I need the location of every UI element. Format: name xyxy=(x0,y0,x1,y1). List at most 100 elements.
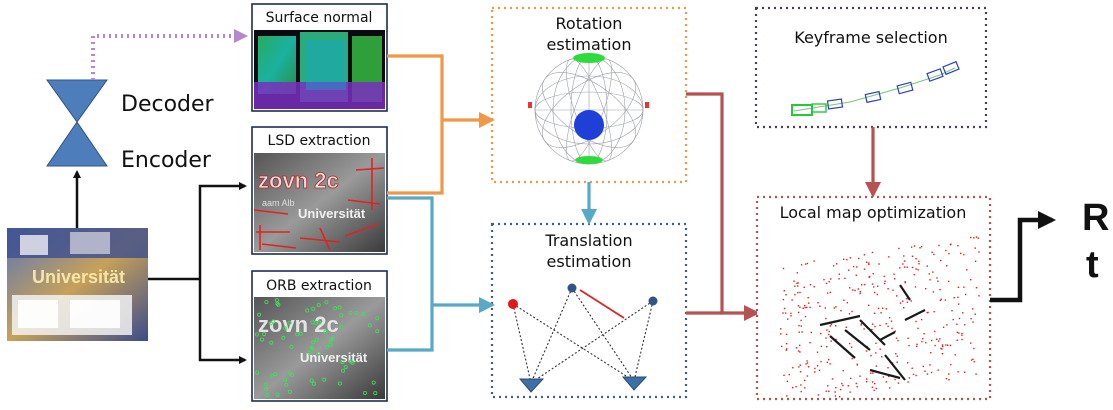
map-point xyxy=(926,373,929,375)
map-point xyxy=(940,298,942,300)
orb-keypoint xyxy=(324,300,329,305)
lsd-to-translation-arrow xyxy=(387,196,495,313)
map-point xyxy=(863,328,865,330)
gaussian-sphere-icon xyxy=(528,53,649,165)
map-point xyxy=(817,302,819,304)
map-point xyxy=(928,273,930,275)
map-point xyxy=(834,395,837,397)
orb-keypoint xyxy=(255,370,260,375)
map-point-cloud xyxy=(780,236,980,398)
map-point xyxy=(957,296,959,298)
map-point xyxy=(841,382,843,385)
hourglass-icon xyxy=(46,79,108,167)
map-point xyxy=(958,332,960,334)
map-point xyxy=(868,262,870,264)
map-point xyxy=(790,315,792,317)
orb-keypoint xyxy=(314,337,319,342)
map-point xyxy=(817,394,820,396)
map-point xyxy=(798,366,800,368)
map-point xyxy=(951,310,953,312)
orb-keypoint xyxy=(339,313,344,318)
map-point xyxy=(899,267,901,269)
orb-keypoint xyxy=(274,298,279,303)
lsd-university-text: Universität xyxy=(298,206,366,221)
map-point xyxy=(806,375,809,377)
map-point xyxy=(809,342,811,344)
map-point xyxy=(800,325,802,327)
orb-keypoint xyxy=(361,311,366,316)
map-point xyxy=(824,307,826,309)
map-point xyxy=(826,346,828,348)
map-point xyxy=(807,297,809,299)
orb-keypoint xyxy=(340,360,345,365)
map-point xyxy=(975,373,977,375)
map-point xyxy=(848,269,850,271)
map-point xyxy=(863,283,866,286)
map-point xyxy=(792,367,794,369)
map-point xyxy=(914,286,917,288)
map-point xyxy=(871,381,874,383)
map-point xyxy=(819,305,821,307)
map-point xyxy=(828,333,830,336)
map-point xyxy=(880,312,882,314)
map-point xyxy=(937,280,939,282)
map-point xyxy=(893,273,895,275)
map-point xyxy=(787,318,789,320)
map-point xyxy=(890,320,893,322)
map-point xyxy=(929,364,931,366)
map-point xyxy=(963,253,965,256)
translation-title-line1: Translation xyxy=(544,231,632,250)
orb-keypoint xyxy=(307,350,312,355)
map-point xyxy=(882,376,885,378)
map-point xyxy=(896,355,898,357)
orb-keypoint xyxy=(257,312,262,317)
map-point xyxy=(903,255,905,257)
map-point xyxy=(868,263,870,266)
orb-keypoint xyxy=(262,332,267,337)
orb-keypoint xyxy=(367,323,372,328)
map-point xyxy=(939,299,942,302)
map-point xyxy=(785,343,788,345)
map-point xyxy=(929,279,931,281)
map-point xyxy=(907,362,909,364)
map-point xyxy=(954,354,956,356)
orb-keypoint xyxy=(343,364,348,369)
map-point xyxy=(799,351,801,353)
map-point xyxy=(931,339,933,342)
orb-keypoint xyxy=(328,340,333,345)
map-point xyxy=(910,246,913,248)
map-point xyxy=(859,375,861,377)
map-point xyxy=(972,358,974,360)
rotation-title-line1: Rotation xyxy=(556,14,623,33)
map-point xyxy=(844,277,846,280)
map-point xyxy=(875,365,877,367)
map-point xyxy=(804,304,806,307)
map-point xyxy=(872,323,874,325)
map-point xyxy=(804,306,806,309)
map-point xyxy=(915,258,917,260)
map-point xyxy=(887,288,889,290)
map-point xyxy=(828,358,830,361)
orb-extraction-label: ORB extraction xyxy=(266,278,372,294)
map-point xyxy=(926,265,928,267)
orb-keypoint xyxy=(281,335,286,340)
map-point xyxy=(856,363,858,365)
map-point xyxy=(799,364,801,366)
map-point xyxy=(878,263,880,265)
map-point xyxy=(810,331,812,334)
map-point xyxy=(840,310,842,312)
map-point xyxy=(839,388,842,391)
map-point xyxy=(846,258,848,261)
map-point xyxy=(923,333,925,335)
map-point xyxy=(949,243,952,246)
map-point xyxy=(920,245,923,248)
map-point xyxy=(921,340,923,343)
map-point xyxy=(865,350,868,352)
map-point xyxy=(877,307,880,310)
map-point xyxy=(799,344,801,347)
map-point xyxy=(897,339,899,342)
map-point xyxy=(860,324,862,326)
map-point xyxy=(783,374,785,376)
map-point xyxy=(969,279,972,281)
map-point xyxy=(829,363,831,365)
